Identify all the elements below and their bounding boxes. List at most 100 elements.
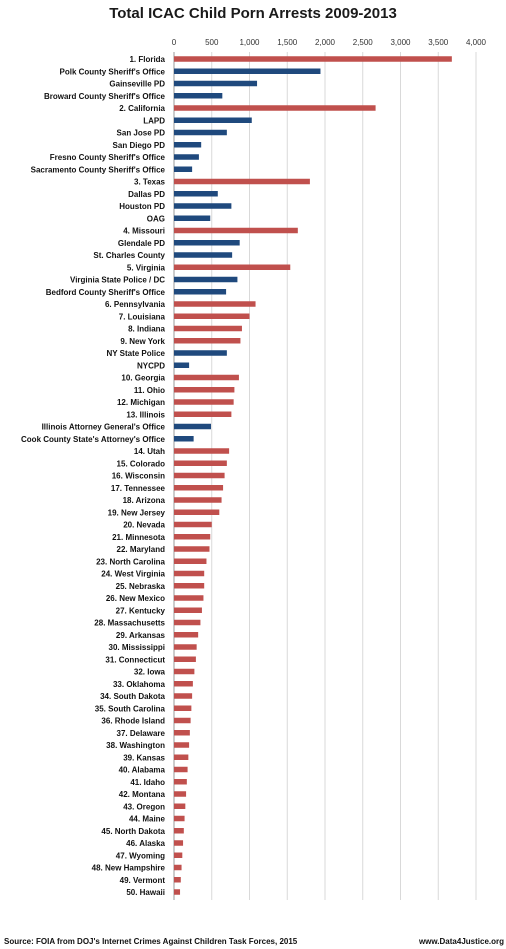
category-label: St. Charles County (93, 251, 165, 260)
category-label: 8. Indiana (128, 325, 165, 334)
bar-state (174, 766, 188, 773)
category-label: Dallas PD (128, 190, 165, 199)
bar-state (174, 791, 187, 797)
bar-agency (174, 191, 218, 197)
category-label: Virginia State Police / DC (70, 276, 165, 285)
bar-state (174, 864, 182, 871)
bar-state (174, 840, 184, 846)
bar-state (174, 264, 291, 270)
category-label: Gainseville PD (109, 80, 165, 89)
bar-agency (174, 240, 240, 246)
bar-state (174, 411, 232, 417)
bar-state (174, 619, 201, 626)
category-label: 24. West Virginia (101, 570, 165, 579)
category-label: 13. Illinois (126, 410, 165, 419)
bar-state (174, 852, 183, 858)
category-label: OAG (147, 214, 165, 223)
bar-state (174, 681, 193, 687)
category-label: 5. Virginia (127, 263, 166, 272)
bar-state (174, 705, 192, 711)
bar-agency (174, 68, 321, 74)
category-label: 4. Missouri (123, 227, 165, 236)
bar-agency (174, 276, 238, 283)
category-label: Houston PD (119, 202, 165, 211)
bar-state (174, 779, 187, 785)
bar-agency (174, 93, 223, 99)
category-label: 17. Tennessee (111, 484, 166, 493)
category-label: 9. New York (120, 337, 165, 346)
category-label: 15. Colorado (117, 459, 166, 468)
category-label: 44. Maine (129, 815, 166, 824)
category-label: 11. Ohio (134, 386, 165, 395)
bar-state (174, 546, 210, 552)
bar-agency (174, 289, 227, 295)
category-label: 39. Kansas (123, 753, 165, 762)
category-label: 3. Texas (134, 178, 166, 187)
category-label: 23. North Carolina (96, 557, 165, 566)
bar-state (174, 387, 235, 393)
category-label: 1. Florida (129, 55, 165, 64)
category-label: 47. Wyoming (116, 851, 165, 860)
x-tick-label: 4,000 (466, 38, 487, 47)
category-label: 21. Minnesota (112, 533, 165, 542)
category-label: 31. Connecticut (105, 655, 165, 664)
category-label: 20. Nevada (123, 521, 165, 530)
category-label: San Jose PD (117, 129, 166, 138)
x-tick-label: 3,000 (390, 38, 411, 47)
category-label: 30. Mississippi (109, 643, 165, 652)
x-tick-label: 2,500 (353, 38, 374, 47)
category-label: LAPD (143, 116, 165, 125)
bar-state (174, 607, 202, 613)
bars (174, 56, 452, 895)
bar-agency (174, 166, 193, 172)
category-label: 16. Wisconsin (112, 472, 165, 481)
category-label: Glendale PD (118, 239, 165, 248)
category-label: 22. Maryland (117, 545, 166, 554)
category-label: 12. Michigan (117, 398, 165, 407)
x-tick-label: 1,000 (239, 38, 260, 47)
website-link[interactable]: www.Data4Justice.org (418, 937, 504, 946)
bar-state (174, 570, 205, 577)
bar-state (174, 815, 185, 822)
category-label: 2. California (119, 104, 165, 113)
source-note: Source: FOIA from DOJ's Internet Crimes … (4, 937, 298, 946)
bar-state (174, 717, 191, 724)
category-label: 10. Georgia (121, 374, 165, 383)
bar-state (174, 742, 190, 748)
bar-agency (174, 117, 252, 123)
bar-agency (174, 362, 190, 368)
bar-state (174, 301, 256, 307)
category-label: Sacramento County Sheriff's Office (31, 165, 166, 174)
bar-state (174, 313, 250, 319)
category-label: 36. Rhode Island (101, 717, 165, 726)
category-label: 34. South Dakota (100, 692, 165, 701)
bar-state (174, 521, 212, 528)
bar-agency (174, 423, 211, 430)
bar-state (174, 730, 190, 736)
bar-state (174, 460, 227, 466)
category-label: NYCPD (137, 361, 165, 370)
category-label: Illinois Attorney General's Office (42, 423, 166, 432)
bar-state (174, 534, 211, 540)
category-label: 18. Arizona (123, 496, 166, 505)
x-tick-label: 2,000 (315, 38, 336, 47)
category-label: 25. Nebraska (116, 582, 166, 591)
bar-state (174, 338, 241, 344)
bar-state (174, 803, 186, 809)
bar-state (174, 105, 376, 111)
bar-state (174, 485, 224, 491)
category-label: 42. Montana (119, 790, 166, 799)
x-tick-label: 1,500 (277, 38, 298, 47)
category-label: NY State Police (106, 349, 165, 358)
bar-state (174, 472, 225, 479)
chart-title: Total ICAC Child Porn Arrests 2009-2013 (109, 5, 397, 22)
x-tick-label: 3,500 (428, 38, 449, 47)
category-label: Bedford County Sheriff's Office (46, 288, 166, 297)
bar-state (174, 828, 184, 834)
x-tick-label: 500 (205, 38, 219, 47)
category-label: Broward County Sheriff's Office (44, 92, 166, 101)
category-label: 6. Pennsylvania (105, 300, 166, 309)
category-label: 28. Massachusetts (94, 619, 165, 628)
bar-state (174, 595, 204, 601)
category-label: San Diego PD (113, 141, 166, 150)
